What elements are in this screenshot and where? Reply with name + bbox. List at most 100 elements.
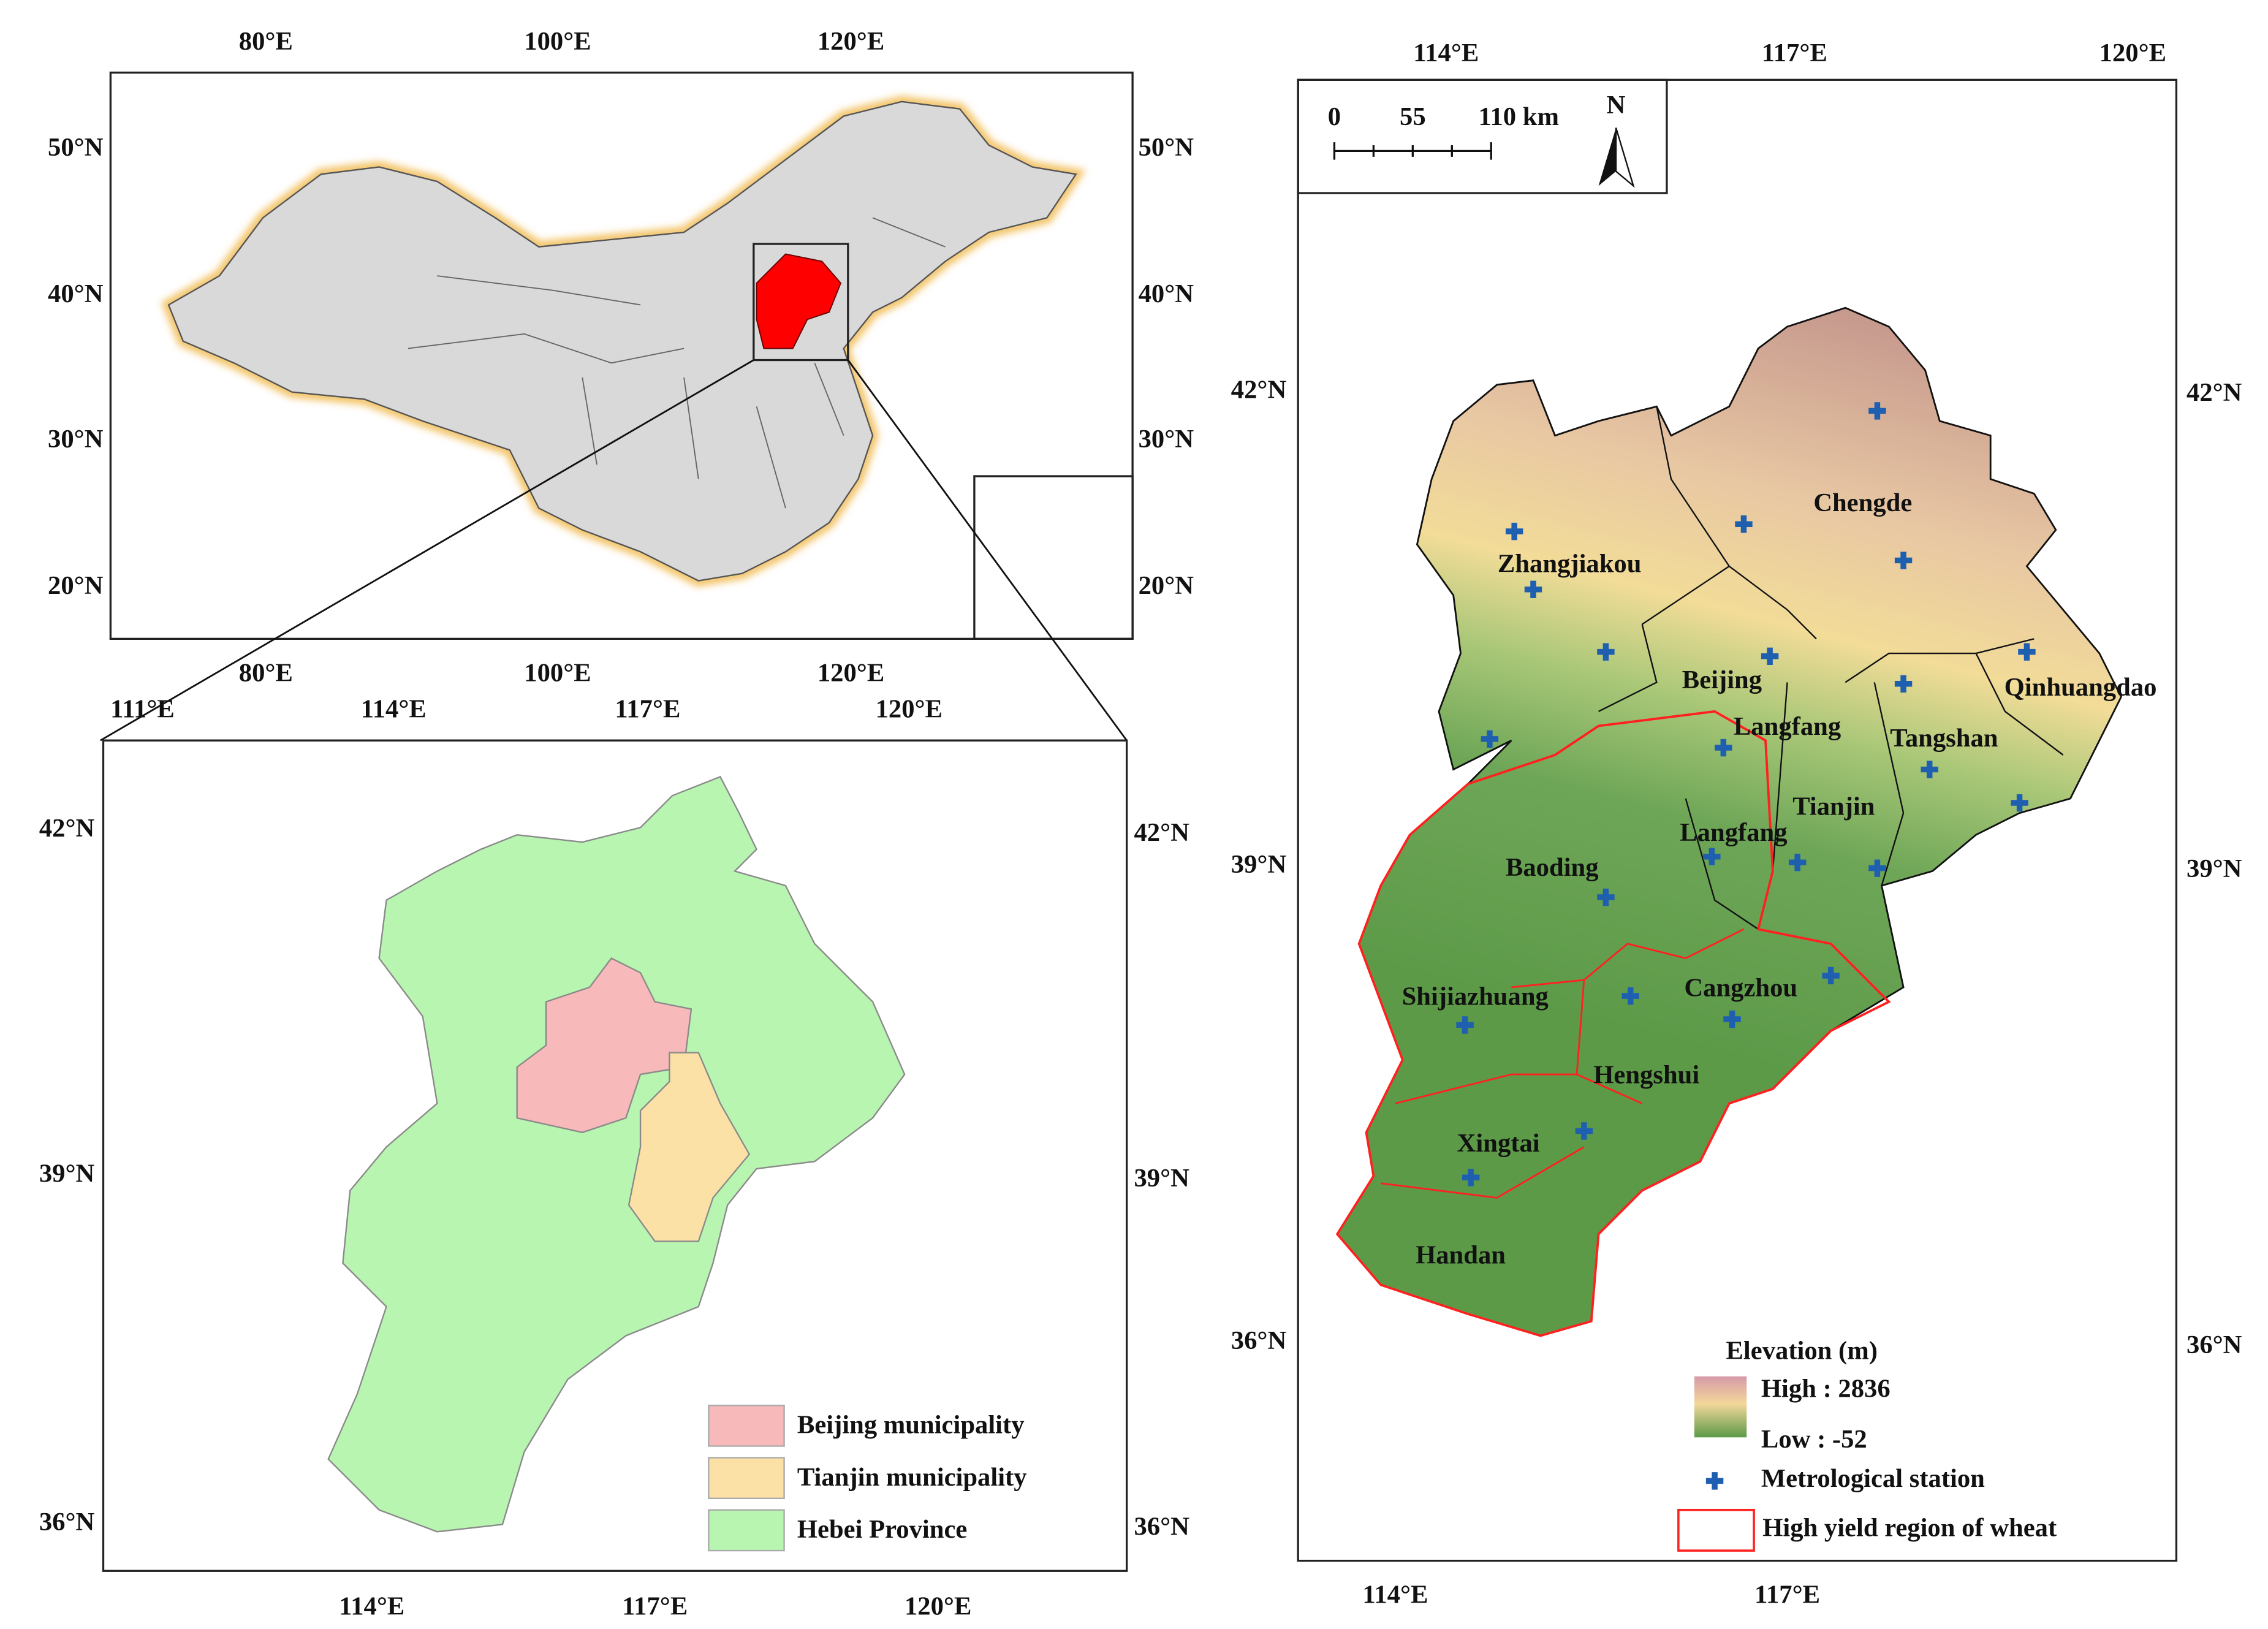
region-frame: [102, 739, 1128, 1572]
bottom-tick-label: 120°E: [817, 658, 884, 687]
city-label: Shijiazhuang: [1402, 982, 1549, 1011]
city-label: Tianjin: [1792, 792, 1875, 821]
city-label: Baoding: [1506, 853, 1599, 882]
bottom-tick-label: 114°E: [1362, 1581, 1428, 1609]
station-marker: [1621, 987, 1639, 1005]
china-frame: [109, 71, 1134, 640]
station-marker: [1868, 859, 1886, 877]
station-marker: [1822, 966, 1840, 985]
zoom-line: [847, 359, 1128, 742]
right-tick-label: 42°N: [2186, 378, 2242, 407]
station-marker: [1462, 1169, 1480, 1187]
study-region: [756, 253, 842, 349]
city-label: Langfang: [1680, 818, 1787, 847]
legend-label: Beijing municipality: [797, 1410, 1025, 1439]
legend-swatch: [708, 1457, 785, 1499]
legend-swatch: [708, 1404, 785, 1447]
top-tick-label: 117°E: [1762, 39, 1827, 67]
city-label: Chengde: [1813, 488, 1912, 517]
tianjin-shape: [628, 1052, 751, 1242]
high-yield-region: [1335, 710, 1891, 1337]
top-tick-label: 117°E: [615, 695, 680, 724]
station-marker: [1894, 675, 1913, 693]
station-marker: [1597, 643, 1615, 661]
right-tick-label: 39°N: [1134, 1164, 1190, 1193]
legend-swatch: [708, 1509, 785, 1552]
scale-bar: [1333, 142, 1492, 160]
station-marker: [2018, 643, 2036, 661]
station-marker: [1597, 888, 1615, 906]
legend-station-icon: [1705, 1472, 1724, 1490]
study-box: [753, 243, 849, 362]
high-yield-borders: [1381, 928, 1745, 1199]
left-tick-label: 39°N: [1231, 850, 1287, 879]
left-tick-label: 39°N: [39, 1160, 95, 1188]
right-tick-label: 50°N: [1139, 133, 1194, 162]
bottom-tick-label: 100°E: [524, 658, 591, 687]
right-tick-label: 39°N: [2186, 854, 2242, 883]
bottom-tick-label: 117°E: [622, 1592, 688, 1621]
top-tick-label: 111°E: [110, 695, 175, 724]
scale-label: 110 km: [1479, 102, 1559, 131]
left-tick-label: 36°N: [1231, 1326, 1287, 1355]
stations: [1456, 402, 2036, 1187]
top-tick-label: 114°E: [1413, 39, 1479, 67]
right-tick-label: 20°N: [1139, 571, 1194, 600]
inset-box: [973, 475, 1134, 640]
top-tick-label: 120°E: [817, 27, 884, 56]
city-label: Cangzhou: [1684, 973, 1797, 1002]
hebei-shape: [327, 775, 906, 1533]
right-tick-label: 30°N: [1139, 425, 1194, 454]
north-arrow: [1615, 127, 1635, 188]
city-label: Zhangjiakou: [1498, 550, 1642, 579]
city-label: Beijing: [1682, 666, 1762, 694]
scale-box: [1297, 78, 1668, 194]
city-label: Handan: [1416, 1240, 1506, 1269]
city-label: Xingtai: [1457, 1129, 1540, 1158]
right-tick-label: 40°N: [1139, 279, 1194, 308]
elevation-ramp: [1694, 1376, 1747, 1438]
right-tick-label: 36°N: [2186, 1331, 2242, 1359]
china-outline: [167, 101, 1077, 582]
station-marker: [1921, 761, 1938, 778]
legend-high: High : 2836: [1761, 1374, 1891, 1403]
beijing-shape: [516, 957, 692, 1134]
station-marker: [1456, 1016, 1474, 1034]
station-marker: [1524, 580, 1542, 599]
city-label: Hengshui: [1593, 1061, 1699, 1090]
left-tick-label: 42°N: [1231, 375, 1287, 404]
legend-title: Elevation (m): [1726, 1337, 1878, 1365]
station-marker: [2011, 794, 2028, 812]
left-tick-label: 20°N: [48, 571, 104, 600]
station-marker: [1761, 647, 1779, 665]
city-label: Tangshan: [1890, 724, 1998, 753]
left-tick-label: 30°N: [48, 425, 104, 454]
bottom-tick-label: 114°E: [339, 1592, 404, 1621]
station-marker: [1481, 730, 1499, 748]
zoom-line: [100, 359, 754, 742]
station-marker: [1703, 848, 1721, 865]
top-tick-label: 80°E: [239, 27, 293, 56]
legend-low: Low : -52: [1761, 1425, 1867, 1454]
station-marker: [1715, 739, 1732, 757]
top-tick-label: 120°E: [2099, 39, 2166, 67]
province-borders: [408, 217, 946, 509]
north-label: N: [1607, 91, 1626, 120]
legend-region-icon: [1677, 1508, 1755, 1552]
top-tick-label: 120°E: [876, 695, 942, 724]
left-tick-label: 36°N: [39, 1508, 95, 1536]
legend-label: Hebei Province: [797, 1515, 967, 1544]
scale-label: 55: [1400, 102, 1426, 131]
left-tick-label: 42°N: [39, 814, 95, 843]
right-tick-label: 42°N: [1134, 818, 1190, 847]
station-marker: [1505, 522, 1523, 541]
top-tick-label: 100°E: [524, 27, 591, 56]
station-marker: [1575, 1122, 1593, 1140]
legend-label: Tianjin municipality: [797, 1463, 1027, 1492]
station-marker: [1788, 853, 1807, 871]
bottom-tick-label: 120°E: [905, 1592, 971, 1621]
bottom-tick-label: 80°E: [239, 658, 293, 687]
elevation-frame: [1297, 78, 2178, 1562]
